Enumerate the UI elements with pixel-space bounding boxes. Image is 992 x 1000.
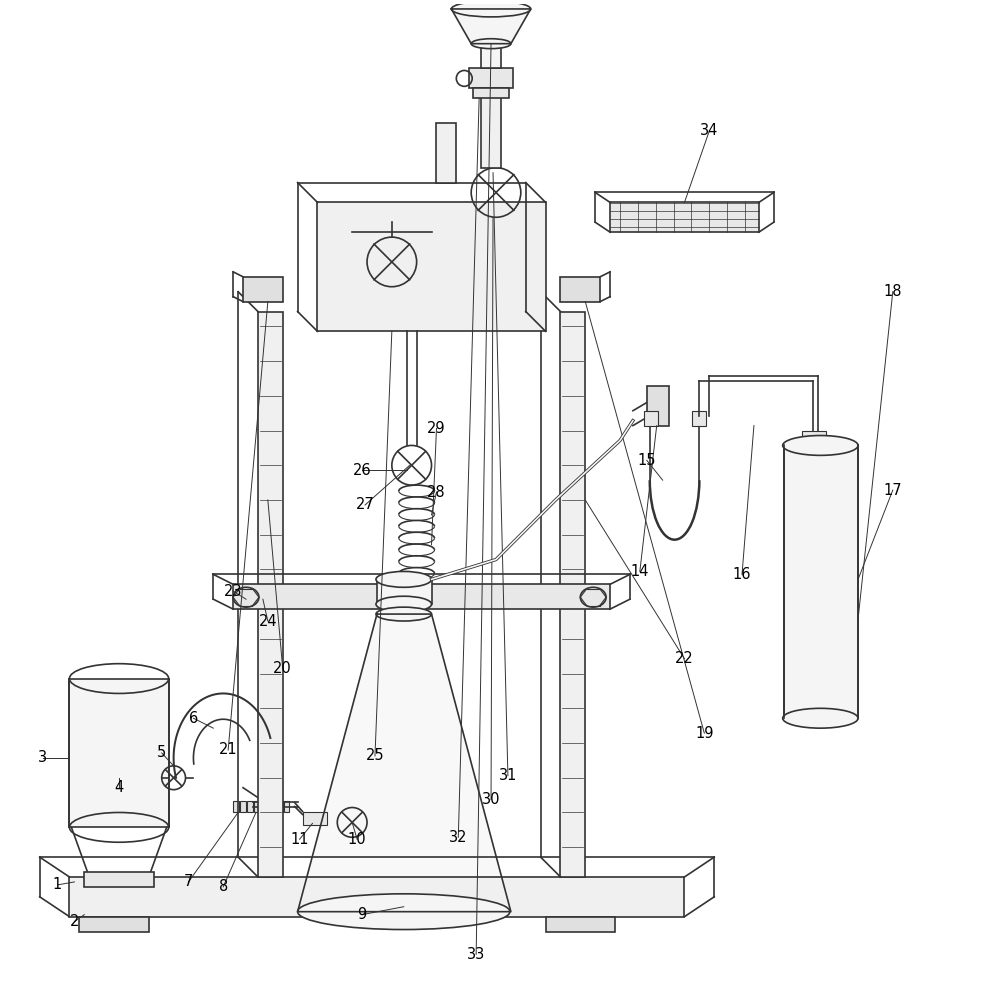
Ellipse shape (783, 708, 858, 728)
Ellipse shape (376, 571, 432, 587)
Text: 14: 14 (631, 564, 649, 579)
Polygon shape (451, 9, 531, 44)
FancyBboxPatch shape (560, 277, 600, 302)
FancyBboxPatch shape (469, 68, 513, 88)
Text: 3: 3 (38, 750, 48, 765)
Text: 1: 1 (53, 877, 62, 892)
Text: 27: 27 (356, 497, 374, 512)
Text: 28: 28 (428, 485, 445, 500)
FancyBboxPatch shape (272, 801, 277, 812)
FancyBboxPatch shape (610, 202, 759, 232)
FancyBboxPatch shape (546, 917, 615, 932)
FancyBboxPatch shape (481, 44, 501, 68)
Text: 21: 21 (219, 742, 237, 757)
Text: 15: 15 (638, 453, 656, 468)
Ellipse shape (376, 596, 432, 612)
Text: 4: 4 (114, 780, 124, 795)
Text: 33: 33 (467, 947, 485, 962)
Text: 11: 11 (291, 832, 309, 847)
Ellipse shape (298, 894, 510, 930)
FancyBboxPatch shape (317, 202, 546, 331)
FancyBboxPatch shape (284, 801, 289, 812)
FancyBboxPatch shape (79, 917, 149, 932)
FancyBboxPatch shape (243, 277, 283, 302)
FancyBboxPatch shape (802, 431, 826, 445)
FancyBboxPatch shape (784, 445, 858, 718)
Text: 6: 6 (188, 711, 198, 726)
FancyBboxPatch shape (692, 411, 706, 426)
Text: 8: 8 (218, 879, 228, 894)
FancyBboxPatch shape (473, 88, 509, 98)
FancyBboxPatch shape (240, 801, 246, 812)
FancyBboxPatch shape (278, 801, 283, 812)
FancyBboxPatch shape (303, 812, 327, 825)
Text: 30: 30 (482, 792, 500, 807)
FancyBboxPatch shape (69, 877, 684, 917)
Ellipse shape (783, 436, 858, 455)
FancyBboxPatch shape (233, 584, 610, 609)
Ellipse shape (471, 39, 511, 49)
Ellipse shape (376, 607, 432, 621)
Text: 20: 20 (274, 661, 292, 676)
FancyBboxPatch shape (84, 872, 154, 887)
Text: 22: 22 (676, 651, 693, 666)
Text: 23: 23 (224, 584, 242, 599)
FancyBboxPatch shape (436, 123, 456, 183)
Text: 19: 19 (695, 726, 713, 741)
Text: 5: 5 (157, 745, 167, 760)
FancyBboxPatch shape (266, 801, 271, 812)
Text: 18: 18 (884, 284, 902, 299)
Text: 2: 2 (69, 914, 79, 929)
Text: 17: 17 (884, 483, 902, 498)
FancyBboxPatch shape (247, 801, 253, 812)
Text: 31: 31 (499, 768, 517, 783)
FancyBboxPatch shape (233, 801, 239, 812)
FancyBboxPatch shape (69, 679, 169, 827)
FancyBboxPatch shape (254, 801, 260, 812)
Text: 16: 16 (733, 567, 751, 582)
Text: 24: 24 (259, 614, 277, 629)
Text: 7: 7 (184, 874, 193, 889)
Ellipse shape (451, 1, 531, 17)
FancyBboxPatch shape (647, 386, 669, 426)
Text: 10: 10 (348, 832, 366, 847)
Text: 26: 26 (353, 463, 371, 478)
Text: 34: 34 (700, 123, 718, 138)
FancyBboxPatch shape (481, 88, 501, 168)
FancyBboxPatch shape (560, 312, 585, 877)
FancyBboxPatch shape (258, 312, 283, 877)
Text: 25: 25 (366, 748, 384, 763)
Text: 32: 32 (449, 830, 467, 845)
Text: 9: 9 (357, 907, 367, 922)
Polygon shape (298, 614, 511, 912)
FancyBboxPatch shape (377, 579, 432, 604)
Text: 29: 29 (428, 421, 445, 436)
FancyBboxPatch shape (644, 411, 658, 426)
